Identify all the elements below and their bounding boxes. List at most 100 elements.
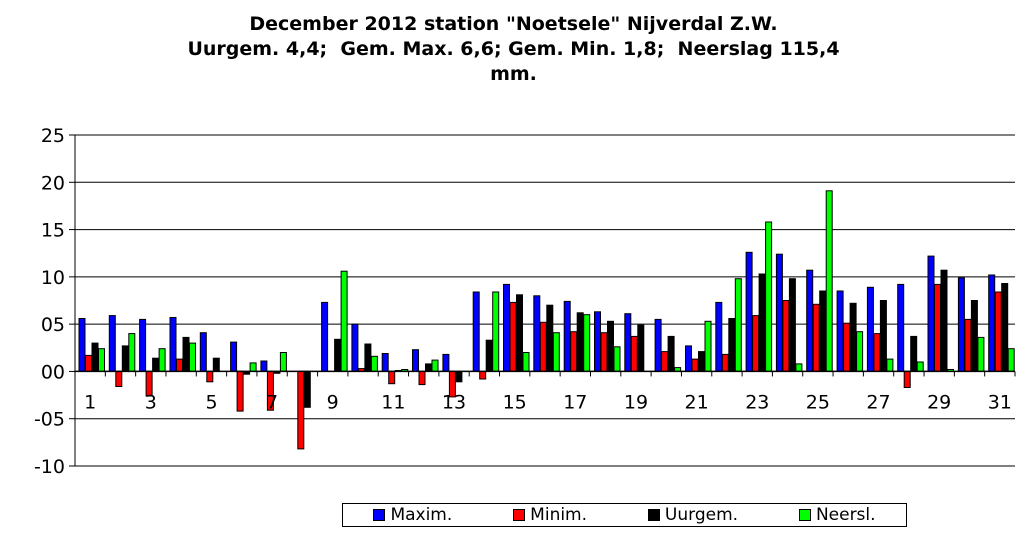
x-tick-label: 17 xyxy=(563,391,587,413)
bar-minim-day-18 xyxy=(600,332,608,373)
bar-maxim-day-4 xyxy=(169,317,177,372)
bar-minim-day-23 xyxy=(752,315,760,372)
bar-uurgem-day-30 xyxy=(970,300,978,372)
bar-uurgem-day-26 xyxy=(849,302,857,372)
bar-maxim-day-3 xyxy=(139,318,147,372)
bar-maxim-day-5 xyxy=(199,332,207,373)
bar-minim-day-24 xyxy=(782,300,790,372)
bar-minim-day-28 xyxy=(903,370,911,388)
chart-title-line-3: mm. xyxy=(490,63,537,85)
x-tick-label: 31 xyxy=(988,391,1012,413)
bar-minim-day-1 xyxy=(85,354,92,372)
bar-uurgem-day-17 xyxy=(576,312,584,372)
bar-maxim-day-10 xyxy=(351,323,359,372)
bar-uurgem-day-4 xyxy=(182,336,190,372)
bar-uurgem-day-19 xyxy=(637,324,645,372)
bar-neersl-day-30 xyxy=(977,336,985,372)
legend-item: Minim. xyxy=(513,505,587,525)
bar-maxim-day-17 xyxy=(563,300,571,372)
bar-uurgem-day-25 xyxy=(819,290,827,372)
bar-uurgem-day-15 xyxy=(516,294,523,372)
bar-maxim-day-13 xyxy=(442,353,450,372)
bar-minim-day-29 xyxy=(934,283,941,372)
x-tick-label: 21 xyxy=(685,391,709,413)
bar-neersl-day-6 xyxy=(249,362,257,372)
chart-title-line-1: December 2012 station "Noetsele" Nijverd… xyxy=(249,13,778,35)
bar-uurgem-day-2 xyxy=(121,345,129,372)
legend-item: Uurgem. xyxy=(647,505,739,525)
legend-label: Uurgem. xyxy=(664,505,739,525)
bar-maxim-day-19 xyxy=(624,313,632,372)
bar-maxim-day-26 xyxy=(836,290,844,372)
bar-neersl-day-14 xyxy=(492,291,500,372)
legend-swatch xyxy=(513,509,526,521)
x-tick-label: 9 xyxy=(327,391,339,413)
y-tick-label: 10 xyxy=(41,267,65,289)
chart-legend: Maxim. Minim. Uurgem. Neersl. xyxy=(342,503,907,527)
bar-uurgem-day-27 xyxy=(879,300,887,372)
bar-minim-day-5 xyxy=(206,370,214,383)
bar-uurgem-day-18 xyxy=(607,320,614,372)
bar-uurgem-day-14 xyxy=(485,339,493,372)
bar-minim-day-12 xyxy=(418,370,426,386)
legend-swatch xyxy=(373,509,386,521)
bar-maxim-day-9 xyxy=(321,301,329,372)
bar-minim-day-31 xyxy=(994,291,1002,372)
bar-maxim-day-31 xyxy=(988,274,996,372)
bar-neersl-day-25 xyxy=(825,190,833,372)
bar-uurgem-day-5 xyxy=(212,357,220,372)
bar-minim-day-25 xyxy=(812,303,820,372)
bar-neersl-day-1 xyxy=(98,348,105,372)
bar-minim-day-11 xyxy=(388,370,396,385)
bar-maxim-day-27 xyxy=(866,286,874,372)
chart-title-line-2: Uurgem. 4,4; Gem. Max. 6,6; Gem. Min. 1,… xyxy=(187,38,840,60)
bar-neersl-day-10 xyxy=(370,355,378,372)
bar-neersl-day-17 xyxy=(583,314,591,372)
x-tick-label: 1 xyxy=(84,391,96,413)
x-tick-label: 25 xyxy=(806,391,830,413)
bar-minim-day-14 xyxy=(479,370,487,380)
x-tick-label: 27 xyxy=(866,391,890,413)
bar-uurgem-day-3 xyxy=(152,357,160,372)
y-tick-label: -05 xyxy=(34,409,65,431)
bar-neersl-day-24 xyxy=(795,363,803,372)
x-tick-label: 29 xyxy=(927,391,951,413)
bar-maxim-day-11 xyxy=(381,353,389,372)
bar-neersl-day-3 xyxy=(158,348,166,372)
bar-neersl-day-16 xyxy=(552,332,560,373)
x-tick-label: 19 xyxy=(624,391,648,413)
bar-maxim-day-14 xyxy=(472,291,480,372)
bar-maxim-day-12 xyxy=(412,349,419,373)
bar-uurgem-day-23 xyxy=(758,273,766,372)
bar-maxim-day-25 xyxy=(806,269,814,372)
bar-uurgem-day-28 xyxy=(910,335,918,372)
bar-neersl-day-22 xyxy=(734,278,742,372)
bar-minim-day-22 xyxy=(721,353,729,372)
x-tick-label: 11 xyxy=(381,391,405,413)
bar-neersl-day-31 xyxy=(1007,348,1015,372)
bar-maxim-day-29 xyxy=(927,255,935,373)
bar-minim-day-15 xyxy=(509,301,517,372)
bar-minim-day-16 xyxy=(539,321,547,372)
bar-minim-day-26 xyxy=(843,322,851,372)
bar-uurgem-day-22 xyxy=(728,318,736,372)
y-tick-label: -10 xyxy=(34,456,65,478)
legend-item: Maxim. xyxy=(373,505,452,525)
x-tick-label: 3 xyxy=(145,391,157,413)
bar-neersl-day-28 xyxy=(916,361,924,372)
bar-maxim-day-23 xyxy=(745,251,753,372)
x-tick-label: 15 xyxy=(503,391,527,413)
y-tick-label: 20 xyxy=(41,172,65,194)
legend-label: Minim. xyxy=(530,505,588,525)
bar-maxim-day-20 xyxy=(654,318,662,372)
bar-maxim-day-1 xyxy=(78,318,86,372)
y-tick-label: 25 xyxy=(41,125,65,147)
bar-uurgem-day-12 xyxy=(425,363,432,372)
bar-uurgem-day-31 xyxy=(1001,283,1009,372)
legend-swatch xyxy=(647,509,660,521)
bar-neersl-day-2 xyxy=(128,333,136,372)
bar-minim-day-17 xyxy=(570,331,578,372)
legend-item: Neersl. xyxy=(798,505,876,525)
bar-maxim-day-16 xyxy=(533,295,541,372)
